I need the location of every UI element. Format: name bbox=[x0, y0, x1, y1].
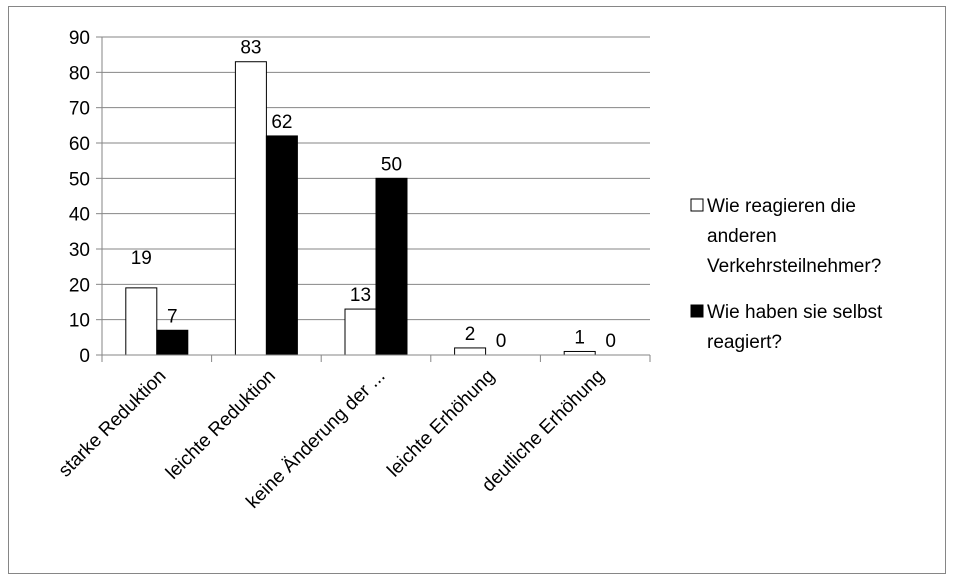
legend-swatch bbox=[690, 198, 704, 212]
legend-entry: Wie reagieren die anderen Verkehrsteilnehm… bbox=[707, 196, 881, 277]
legend-line: Verkehrsteilnehmer? bbox=[707, 256, 881, 277]
legend: Wie reagieren die anderen Verkehrsteilnehm… bbox=[690, 196, 883, 353]
y-tick-label: 80 bbox=[69, 63, 90, 84]
legend-line: Wie reagieren die bbox=[707, 196, 856, 217]
legend-line: Wie haben sie selbst bbox=[707, 302, 883, 323]
bar-others bbox=[454, 347, 487, 356]
legend-swatch bbox=[690, 304, 704, 318]
y-tick-label: 0 bbox=[79, 346, 90, 367]
bar-others bbox=[344, 308, 377, 356]
y-tick-label: 50 bbox=[69, 169, 90, 190]
legend-line: anderen bbox=[707, 226, 777, 247]
data-label: 19 bbox=[131, 248, 152, 269]
bar-self bbox=[265, 135, 298, 356]
data-label: 50 bbox=[381, 154, 402, 175]
bar-others bbox=[563, 350, 596, 356]
bar-self bbox=[375, 177, 408, 356]
y-tick-label: 10 bbox=[69, 311, 90, 332]
data-label: 0 bbox=[605, 331, 616, 352]
data-label: 13 bbox=[350, 285, 371, 306]
data-label: 7 bbox=[167, 306, 178, 327]
data-label: 0 bbox=[496, 331, 507, 352]
y-tick-label: 40 bbox=[69, 205, 90, 226]
bar-others bbox=[234, 61, 267, 356]
bar-others bbox=[125, 287, 158, 356]
chart-border bbox=[8, 6, 946, 574]
legend-entry: Wie haben sie selbst reagiert? bbox=[707, 302, 883, 353]
data-label: 1 bbox=[574, 327, 585, 348]
data-label: 83 bbox=[240, 38, 261, 59]
y-tick-label: 20 bbox=[69, 275, 90, 296]
bar-self bbox=[156, 329, 189, 356]
bars bbox=[125, 61, 596, 356]
gridlines bbox=[102, 36, 650, 321]
data-label: 2 bbox=[465, 324, 476, 345]
data-label: 62 bbox=[271, 112, 292, 133]
y-tick-label: 60 bbox=[69, 134, 90, 155]
y-tick-label: 90 bbox=[69, 28, 90, 49]
y-tick-label: 70 bbox=[69, 99, 90, 120]
y-tick-label: 30 bbox=[69, 240, 90, 261]
legend-line: reagiert? bbox=[707, 332, 782, 353]
